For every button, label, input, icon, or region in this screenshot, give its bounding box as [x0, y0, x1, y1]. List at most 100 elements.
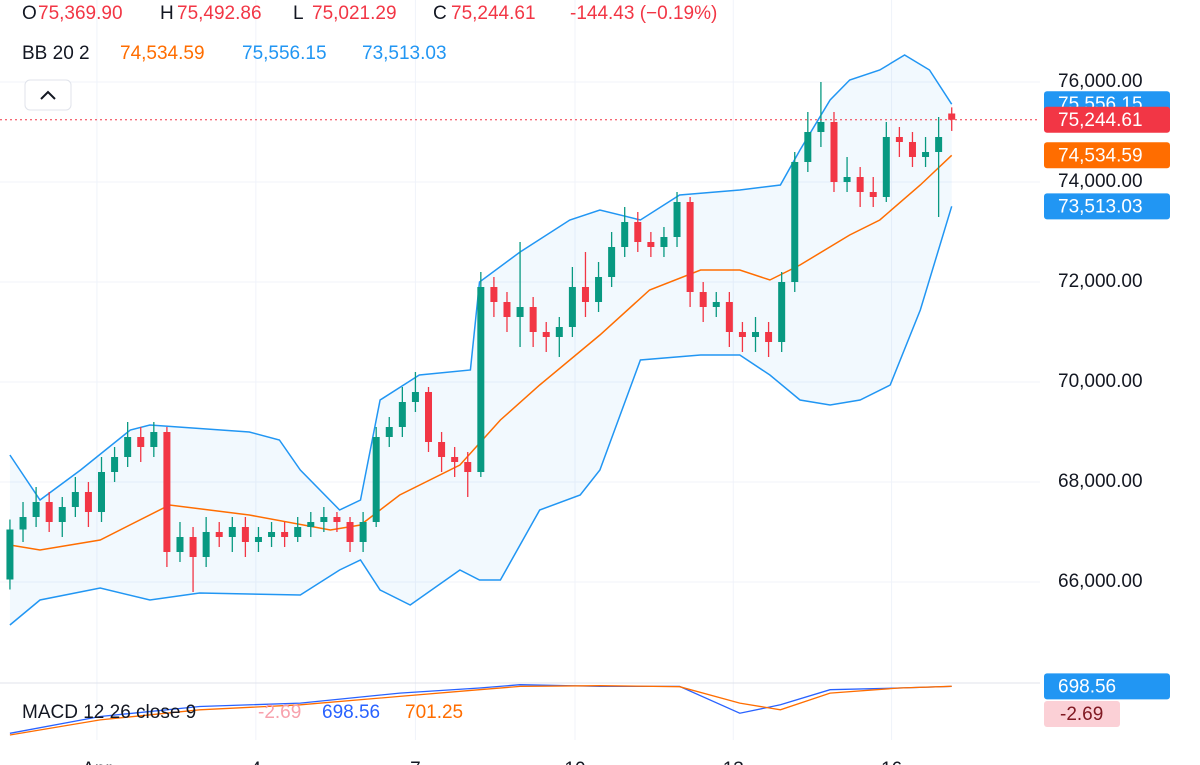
- macd-value: 698.56: [322, 702, 380, 723]
- bb-middle-line: [9, 154, 953, 551]
- grid: [0, 0, 1040, 740]
- candle-body: [765, 332, 773, 342]
- price-axis: 66,000.00 68,000.00 70,000.00 72,000.00 74,0…: [82, 71, 1142, 765]
- close-key: C: [433, 3, 447, 24]
- candle-body: [202, 532, 210, 557]
- macd-hist-value: -2.69: [258, 702, 301, 723]
- plot: [0, 54, 1040, 736]
- y-tick-label: 72,000.00: [1058, 271, 1143, 292]
- low-value: 75,021.29: [312, 3, 397, 24]
- high-key: H: [160, 3, 174, 24]
- price-label-bg: [1044, 673, 1170, 700]
- chevron-icon[interactable]: [40, 90, 56, 100]
- candle-body: [477, 287, 485, 472]
- collapse-button[interactable]: [24, 79, 72, 111]
- candle-body: [712, 302, 720, 307]
- candle-body: [686, 202, 694, 292]
- price-label-bg: [1044, 106, 1170, 133]
- candle-body: [882, 137, 890, 197]
- candle-body: [791, 162, 799, 282]
- candle-body: [398, 402, 406, 427]
- candle-body: [752, 332, 760, 337]
- candle-body: [738, 332, 746, 337]
- price-label-bg: [1044, 193, 1170, 220]
- candle-body: [111, 457, 119, 472]
- x-tick-label: 7: [410, 759, 421, 765]
- candle-body: [673, 202, 681, 237]
- candle-body: [19, 517, 27, 530]
- candle-body: [215, 532, 223, 537]
- low-key: L: [293, 3, 304, 24]
- y-tick-label: 74,000.00: [1058, 171, 1143, 192]
- bb-upper: 75,556.15: [242, 43, 327, 64]
- candle-body: [948, 113, 956, 120]
- bb-upper-line: [9, 54, 953, 511]
- x-tick-label: 10: [564, 759, 585, 765]
- x-tick-label: 4: [251, 759, 262, 765]
- bb-lower: 73,513.03: [362, 43, 447, 64]
- macd-hist-label-bg: [1044, 701, 1120, 727]
- y-tick-label: 68,000.00: [1058, 471, 1143, 492]
- signal-value: 701.25: [405, 702, 463, 723]
- x-tick-label: 16: [881, 759, 902, 765]
- candle-body: [425, 392, 433, 442]
- candle-body: [464, 462, 472, 472]
- candle-body: [176, 537, 184, 552]
- candle-body: [935, 137, 943, 152]
- candle-body: [71, 492, 79, 507]
- candle-body: [817, 122, 825, 132]
- candle-body: [595, 277, 603, 302]
- x-tick-label: 13: [723, 759, 744, 765]
- candle-body: [281, 532, 289, 537]
- candle-body: [137, 437, 145, 447]
- bb-name: BB 20 2: [22, 43, 90, 64]
- x-tick-label: Apr: [82, 759, 112, 765]
- candle-body: [84, 492, 92, 512]
- candle-body: [98, 472, 106, 512]
- candle-body: [555, 327, 563, 337]
- candle-body: [320, 517, 328, 522]
- candle-body: [451, 457, 459, 462]
- candle-body: [608, 247, 616, 277]
- button-frame[interactable]: [24, 79, 72, 111]
- candle-body: [385, 427, 393, 437]
- candle-body: [856, 177, 864, 192]
- candle-body: [189, 537, 197, 557]
- candle-body: [568, 287, 576, 327]
- candle-body: [58, 507, 66, 522]
- high-value: 75,492.86: [177, 3, 262, 24]
- candle-body: [241, 527, 249, 542]
- candle-body: [725, 302, 733, 332]
- candle-body: [294, 527, 302, 537]
- candle-body: [908, 142, 916, 157]
- candle-body: [438, 442, 446, 457]
- candle-body: [843, 177, 851, 182]
- candle-body: [660, 237, 668, 247]
- candle-body: [45, 502, 53, 522]
- candle-body: [359, 522, 367, 542]
- candle-body: [699, 292, 707, 307]
- candle-body: [869, 192, 877, 197]
- candle-body: [372, 437, 380, 522]
- candle-body: [581, 287, 589, 302]
- y-tick-label: 70,000.00: [1058, 371, 1143, 392]
- macd-name: MACD 12 26 close 9: [22, 702, 196, 723]
- candle-body: [411, 392, 419, 402]
- candle-body: [804, 132, 812, 162]
- candle-body: [830, 122, 838, 182]
- price-label: 75,244.61: [1058, 110, 1143, 131]
- candle-body: [333, 517, 341, 522]
- macd-hist-label: -2.69: [1060, 704, 1103, 725]
- candle-body: [490, 287, 498, 302]
- labels: 75,556.1575,244.6174,534.5973,513.03698.…: [1044, 91, 1170, 727]
- candle-body: [503, 302, 511, 317]
- candle-body: [307, 522, 315, 527]
- candle-body: [32, 502, 40, 517]
- candle-body: [150, 432, 158, 447]
- candle-body: [124, 437, 132, 457]
- bb-lower-line: [9, 206, 953, 626]
- candle-body: [542, 332, 550, 337]
- candle-body: [254, 537, 262, 542]
- candle-body: [516, 307, 524, 317]
